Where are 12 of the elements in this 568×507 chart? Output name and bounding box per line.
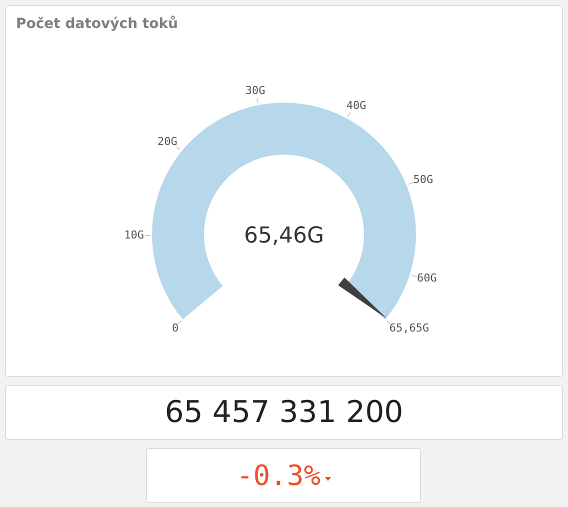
data-label: 65,46G [244,223,324,248]
text: -0.3% [236,459,321,492]
text: 65 457 331 200 [164,395,404,430]
text: 30G [245,84,266,98]
text: 10G [124,228,144,242]
text: 20G [157,135,178,148]
text: 60G [417,272,437,285]
text: 50G [413,172,434,186]
text: 65,65G [389,321,430,334]
text: Počet datových toků [16,16,178,32]
text: 40G [346,99,366,112]
text: 0 [172,321,179,334]
